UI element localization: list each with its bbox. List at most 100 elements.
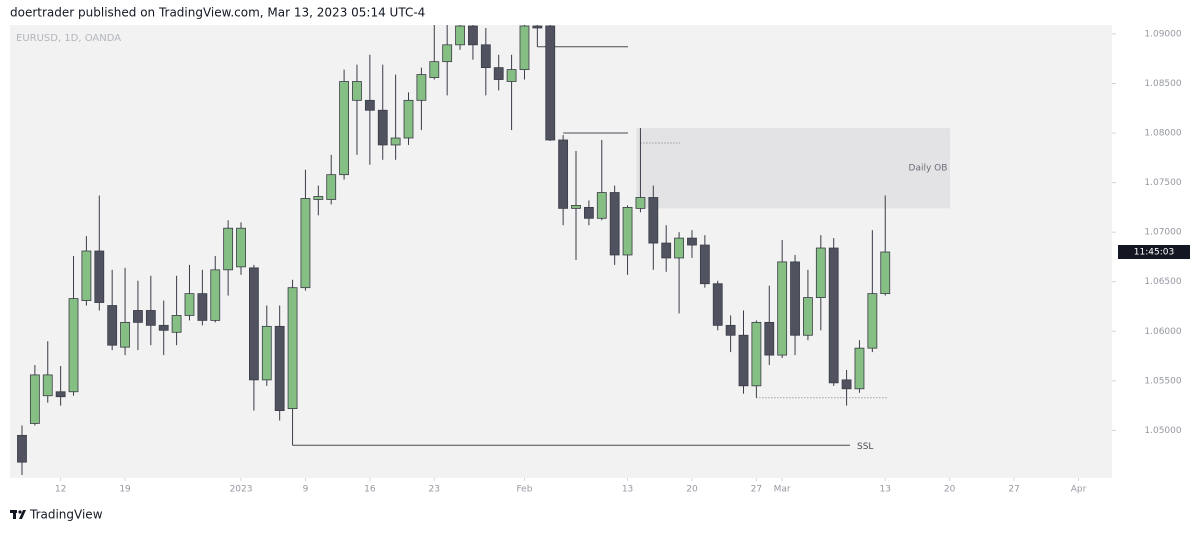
candle: [635, 128, 646, 213]
candle-body: [519, 25, 530, 71]
candle-body: [377, 109, 388, 146]
y-tick-label: 1.08500: [1144, 79, 1181, 89]
candle: [42, 341, 53, 403]
candle-body: [287, 287, 298, 410]
y-tick-label: 1.06000: [1144, 327, 1181, 337]
candle-body: [403, 99, 414, 139]
candle: [197, 269, 208, 326]
candle: [493, 54, 504, 91]
x-tick-label: Apr: [1071, 485, 1087, 495]
candle: [803, 269, 813, 341]
candle: [790, 254, 800, 356]
candle: [571, 150, 581, 260]
candle-body: [223, 227, 234, 271]
candle: [313, 185, 324, 216]
level-label: SSL: [857, 442, 873, 452]
candle-body: [764, 321, 775, 356]
x-tick-label: Mar: [774, 485, 791, 495]
candle: [17, 425, 27, 476]
candle-body: [803, 297, 813, 336]
candle: [352, 64, 362, 155]
candle: [223, 220, 234, 296]
x-tick-label: 20: [686, 485, 698, 495]
candle-body: [171, 315, 182, 333]
candle-body: [42, 374, 53, 397]
candle-body: [738, 334, 749, 387]
candle: [622, 205, 633, 275]
candle: [596, 139, 607, 221]
candle: [609, 185, 620, 265]
candle-body: [390, 137, 401, 146]
y-tick-label: 1.07500: [1144, 178, 1181, 188]
candle-body: [55, 391, 66, 398]
candle-body: [596, 192, 607, 219]
candle-body: [158, 324, 169, 331]
candle-body: [571, 205, 581, 209]
candle-body: [828, 247, 839, 384]
candle-body: [777, 261, 788, 356]
footer-brand: TradingView: [29, 508, 103, 522]
x-tick-label: 19: [119, 485, 131, 495]
candle-body: [94, 250, 105, 303]
candle: [880, 195, 891, 296]
candle-body: [81, 250, 92, 301]
candle: [184, 264, 195, 321]
candle: [442, 25, 453, 96]
candle: [506, 54, 517, 131]
candle: [867, 230, 878, 353]
candle-body: [699, 244, 710, 285]
candle-body: [416, 74, 427, 101]
candle: [210, 255, 221, 323]
candle: [841, 369, 852, 406]
candle-body: [815, 247, 826, 298]
candle-body: [249, 267, 259, 381]
candle-body: [506, 69, 517, 82]
candle: [712, 280, 723, 331]
candle-body: [261, 325, 272, 381]
candle: [403, 92, 414, 145]
candle: [532, 25, 543, 47]
candle: [815, 235, 826, 331]
candle-body: [841, 379, 852, 390]
candle: [687, 230, 697, 258]
candle-body: [661, 242, 672, 259]
x-tick-label: 12: [55, 485, 66, 495]
order-block-zone: [636, 128, 950, 209]
candle: [364, 54, 375, 165]
candle-body: [468, 25, 478, 46]
candle-body: [687, 237, 697, 246]
symbol-label: EURUSD, 1D, OANDA: [16, 33, 121, 44]
candle: [738, 310, 749, 394]
x-tick-label: Feb: [517, 485, 533, 495]
candle: [416, 67, 427, 131]
candle-body: [236, 227, 246, 268]
x-tick-label: 13: [880, 485, 891, 495]
y-tick-label: 1.05000: [1144, 426, 1181, 436]
candle-body: [274, 325, 285, 411]
candle: [249, 264, 259, 411]
candle-body: [725, 324, 736, 336]
candle-body: [17, 434, 27, 463]
candle: [429, 25, 440, 80]
x-tick-label: 23: [429, 485, 440, 495]
candle-body: [609, 192, 620, 256]
candle-body: [674, 237, 684, 259]
candle: [29, 364, 40, 426]
candle-body: [532, 25, 543, 29]
candle-body: [29, 374, 40, 424]
candle: [120, 267, 130, 356]
candle-body: [133, 310, 143, 323]
candle-body: [442, 44, 453, 63]
countdown-label: 11:45:03: [1134, 247, 1174, 257]
candle-body: [648, 197, 659, 244]
candle-body: [364, 99, 375, 111]
x-tick-label: 2023: [230, 485, 253, 495]
candle-body: [300, 198, 311, 289]
candle: [764, 285, 775, 365]
candle: [558, 135, 569, 226]
candle: [68, 255, 79, 396]
x-tick-label: 20: [944, 485, 956, 495]
candle: [519, 25, 530, 80]
tradingview-logo: [10, 510, 26, 519]
